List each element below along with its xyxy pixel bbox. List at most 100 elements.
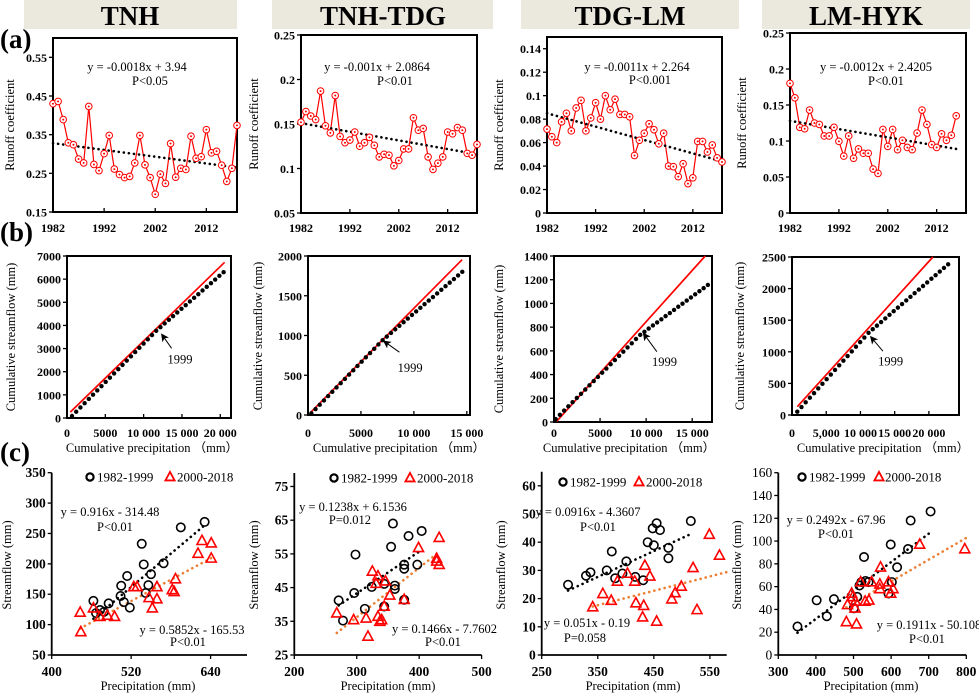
p-value: P=0.012 (329, 513, 371, 527)
runoff-point-center (138, 134, 141, 137)
legend: 1982-1999 2000-2018 (85, 470, 233, 485)
x-tick-label: 500 (471, 664, 492, 679)
trend-equation: y = 0.051x - 0.19 (544, 616, 630, 630)
p-value: P<0.01 (580, 520, 616, 534)
y-tick-label: 0.12 (520, 66, 541, 80)
scatter-point-1982-1999 (116, 580, 127, 591)
x-axis-title: Precipitation (mm) (101, 679, 196, 693)
scatter-point-1982-1999 (859, 552, 870, 563)
x-tick-label: 20 000 (204, 426, 237, 440)
cumulative-point (124, 358, 129, 363)
scatter-point-2000-2018 (204, 551, 218, 563)
runoff-point-center (706, 150, 709, 153)
y-axis-title: Runoff coefficient (735, 77, 749, 169)
scatter-point-2000-2018 (643, 569, 657, 581)
x-tick-label: 2002 (143, 221, 167, 235)
cumulative-point (841, 358, 846, 363)
runoff-point-center (184, 168, 187, 171)
y-tick-label: 0.25 (763, 27, 784, 41)
trend-equation: y = 0.916x - 314.48 (61, 505, 160, 519)
runoff-point-center (363, 141, 366, 144)
trend-line (299, 121, 479, 156)
runoff-point-center (92, 163, 95, 166)
cumulative-point (595, 374, 601, 380)
x-tick-label: 1992 (92, 221, 116, 235)
runoff-point-center (940, 132, 943, 135)
runoff-point-center (945, 139, 948, 142)
y-tick-label: 0.05 (274, 207, 295, 221)
scatter-point-1982-1999 (136, 538, 147, 549)
scatter-point-2000-2018 (865, 574, 878, 587)
scatter-point-2000-2018 (347, 612, 360, 625)
cumulative-point (447, 280, 452, 285)
runoff-point-center (828, 134, 831, 137)
cumulative-point (642, 329, 647, 334)
scatter-point-2000-2018 (369, 576, 383, 589)
runoff-point-center (872, 168, 875, 171)
runoff-point-center (149, 176, 152, 179)
y-tick-label: 150 (25, 587, 46, 602)
runoff-point-center (550, 135, 553, 138)
cumulative-point (895, 305, 901, 310)
y-tick-label: 25 (275, 648, 289, 663)
y-axis-title: Cumulative streamflow (mm) (251, 262, 265, 411)
cumulative-point (853, 344, 859, 349)
x-tick-label: 10 000 (397, 426, 430, 440)
scatter-point-2000-2018 (108, 609, 121, 622)
x-tick-label: 5000 (588, 426, 612, 440)
cumulative-point (570, 399, 575, 405)
runoff-point-center (348, 139, 351, 142)
cumulative-point (86, 396, 92, 402)
runoff-point-center (164, 182, 167, 185)
y-tick-label: 0.15 (763, 99, 784, 113)
trend-line (51, 141, 239, 169)
p-value: P<0.001 (629, 73, 671, 87)
scatter-point-2000-2018 (412, 540, 425, 553)
cumulative-point (338, 381, 343, 386)
cumulative-point (430, 294, 436, 300)
break-arrow (382, 340, 400, 353)
scatter-point-2000-2018 (665, 591, 679, 604)
trend-equation: y = 0.1911x - 50.108 (877, 618, 979, 632)
cumulative-point (355, 363, 360, 369)
cumulative-point (103, 379, 108, 385)
x-tick-label: 15 000 (165, 426, 198, 440)
column-title: LM-HYK (809, 1, 923, 31)
runoff-point-center (589, 116, 592, 119)
y-tick-label: 1400 (524, 250, 548, 264)
break-year-label: 1999 (398, 361, 423, 375)
x-axis-title: Precipitation (mm) (586, 679, 681, 693)
runoff-point-center (388, 154, 390, 157)
x-tick-label: 640 (200, 664, 221, 679)
y-tick-label: 1500 (278, 289, 302, 303)
runoff-point-center (461, 129, 464, 132)
cumulative-point (591, 378, 596, 384)
scatter-point-2000-2018 (621, 566, 634, 579)
runoff-point-center (179, 167, 182, 170)
y-tick-label: 0.14 (520, 42, 541, 56)
scatter-point-2000-2018 (713, 548, 726, 561)
panel-label-a: (a) (0, 24, 31, 54)
scatter-point-2000-2018 (841, 597, 854, 610)
runoff-point-center (691, 176, 694, 179)
x-axis-title: Precipitation (mm) (824, 679, 919, 693)
scatter-point-2000-2018 (145, 601, 159, 613)
chart-a-TNH: 0.15 0.25 0.35 0.45 0.55 1982 1992 2002 2012 Runo… (3, 37, 241, 235)
p-value: P<0.01 (170, 635, 206, 649)
runoff-point-center (857, 147, 860, 150)
x-tick-label: 450 (644, 664, 665, 679)
cumulative-point (933, 272, 938, 278)
x-axis-title: Cumulative precipitation （mm） (66, 441, 238, 455)
y-tick-label: 600 (530, 344, 548, 358)
y-tick-label: 45 (275, 580, 289, 595)
cumulative-point (671, 307, 677, 313)
legend-triangle-icon (163, 470, 177, 482)
x-tick-label: 2012 (436, 221, 460, 235)
scatter-point-2000-2018 (873, 577, 887, 589)
trend-line-2000-2018 (78, 556, 213, 630)
cumulative-point (158, 324, 163, 330)
x-tick-label: 2002 (387, 221, 411, 235)
p-value: P<0.05 (132, 74, 168, 88)
cumulative-point (166, 317, 172, 323)
cumulative-point (807, 395, 813, 400)
